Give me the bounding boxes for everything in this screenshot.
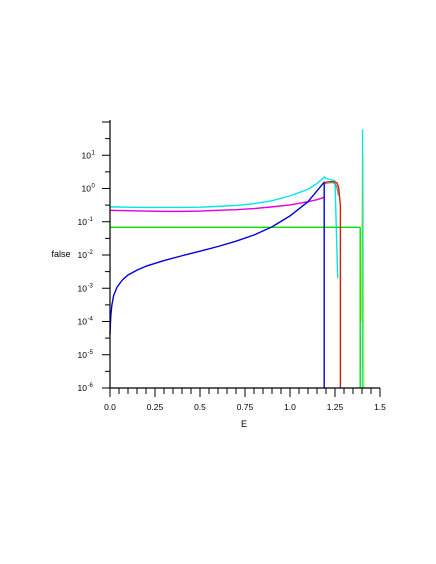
y-tick-exponent: -4 [88, 317, 94, 323]
x-tick-label: 1.0 [284, 402, 296, 412]
series-line-6 [325, 181, 340, 197]
y-tick-label: 10 -4 [78, 317, 94, 327]
y-tick-base: 10 [78, 250, 88, 260]
x-tick-label: 0.5 [194, 402, 206, 412]
y-tick-label: 10 -3 [78, 283, 94, 293]
x-tick-label: 1.25 [327, 402, 344, 412]
y-tick-base: 10 [82, 184, 92, 194]
y-tick-exponent: -5 [88, 350, 94, 356]
y-tick-exponent: 1 [92, 150, 96, 156]
y-tick-base: 10 [78, 350, 88, 360]
y-tick-base: 10 [82, 150, 92, 160]
y-tick-label: 10 -2 [78, 250, 94, 260]
series-line-1 [109, 176, 339, 279]
y-tick-label: 10 -5 [78, 350, 94, 360]
y-tick-exponent: -2 [88, 250, 94, 256]
y-tick-exponent: -3 [88, 283, 94, 289]
y-tick-label: 10 -6 [78, 383, 94, 393]
y-tick-base: 10 [78, 283, 88, 293]
y-tick-label: 10 -1 [78, 217, 94, 227]
y-tick-label: 10 0 [82, 184, 96, 194]
y-tick-base: 10 [78, 383, 88, 393]
y-tick-base: 10 [78, 217, 88, 227]
x-tick-label: 0.0 [104, 402, 116, 412]
y-tick-exponent: -1 [88, 217, 94, 223]
y-tick-base: 10 [78, 317, 88, 327]
y-tick-label: 10 1 [82, 150, 96, 160]
series-line-5 [323, 181, 342, 388]
x-tick-label: 1.5 [374, 402, 386, 412]
y-tick-exponent: -6 [88, 383, 94, 389]
axes [102, 120, 381, 397]
series-layer [109, 129, 365, 389]
series-line-4 [109, 181, 325, 388]
x-tick-label: 0.25 [147, 402, 164, 412]
x-axis-label: E [241, 419, 247, 429]
y-tick-exponent: 0 [92, 184, 96, 190]
series-line-2 [109, 196, 325, 213]
y-axis-label: false [51, 249, 70, 259]
x-tick-label: 0.75 [237, 402, 254, 412]
